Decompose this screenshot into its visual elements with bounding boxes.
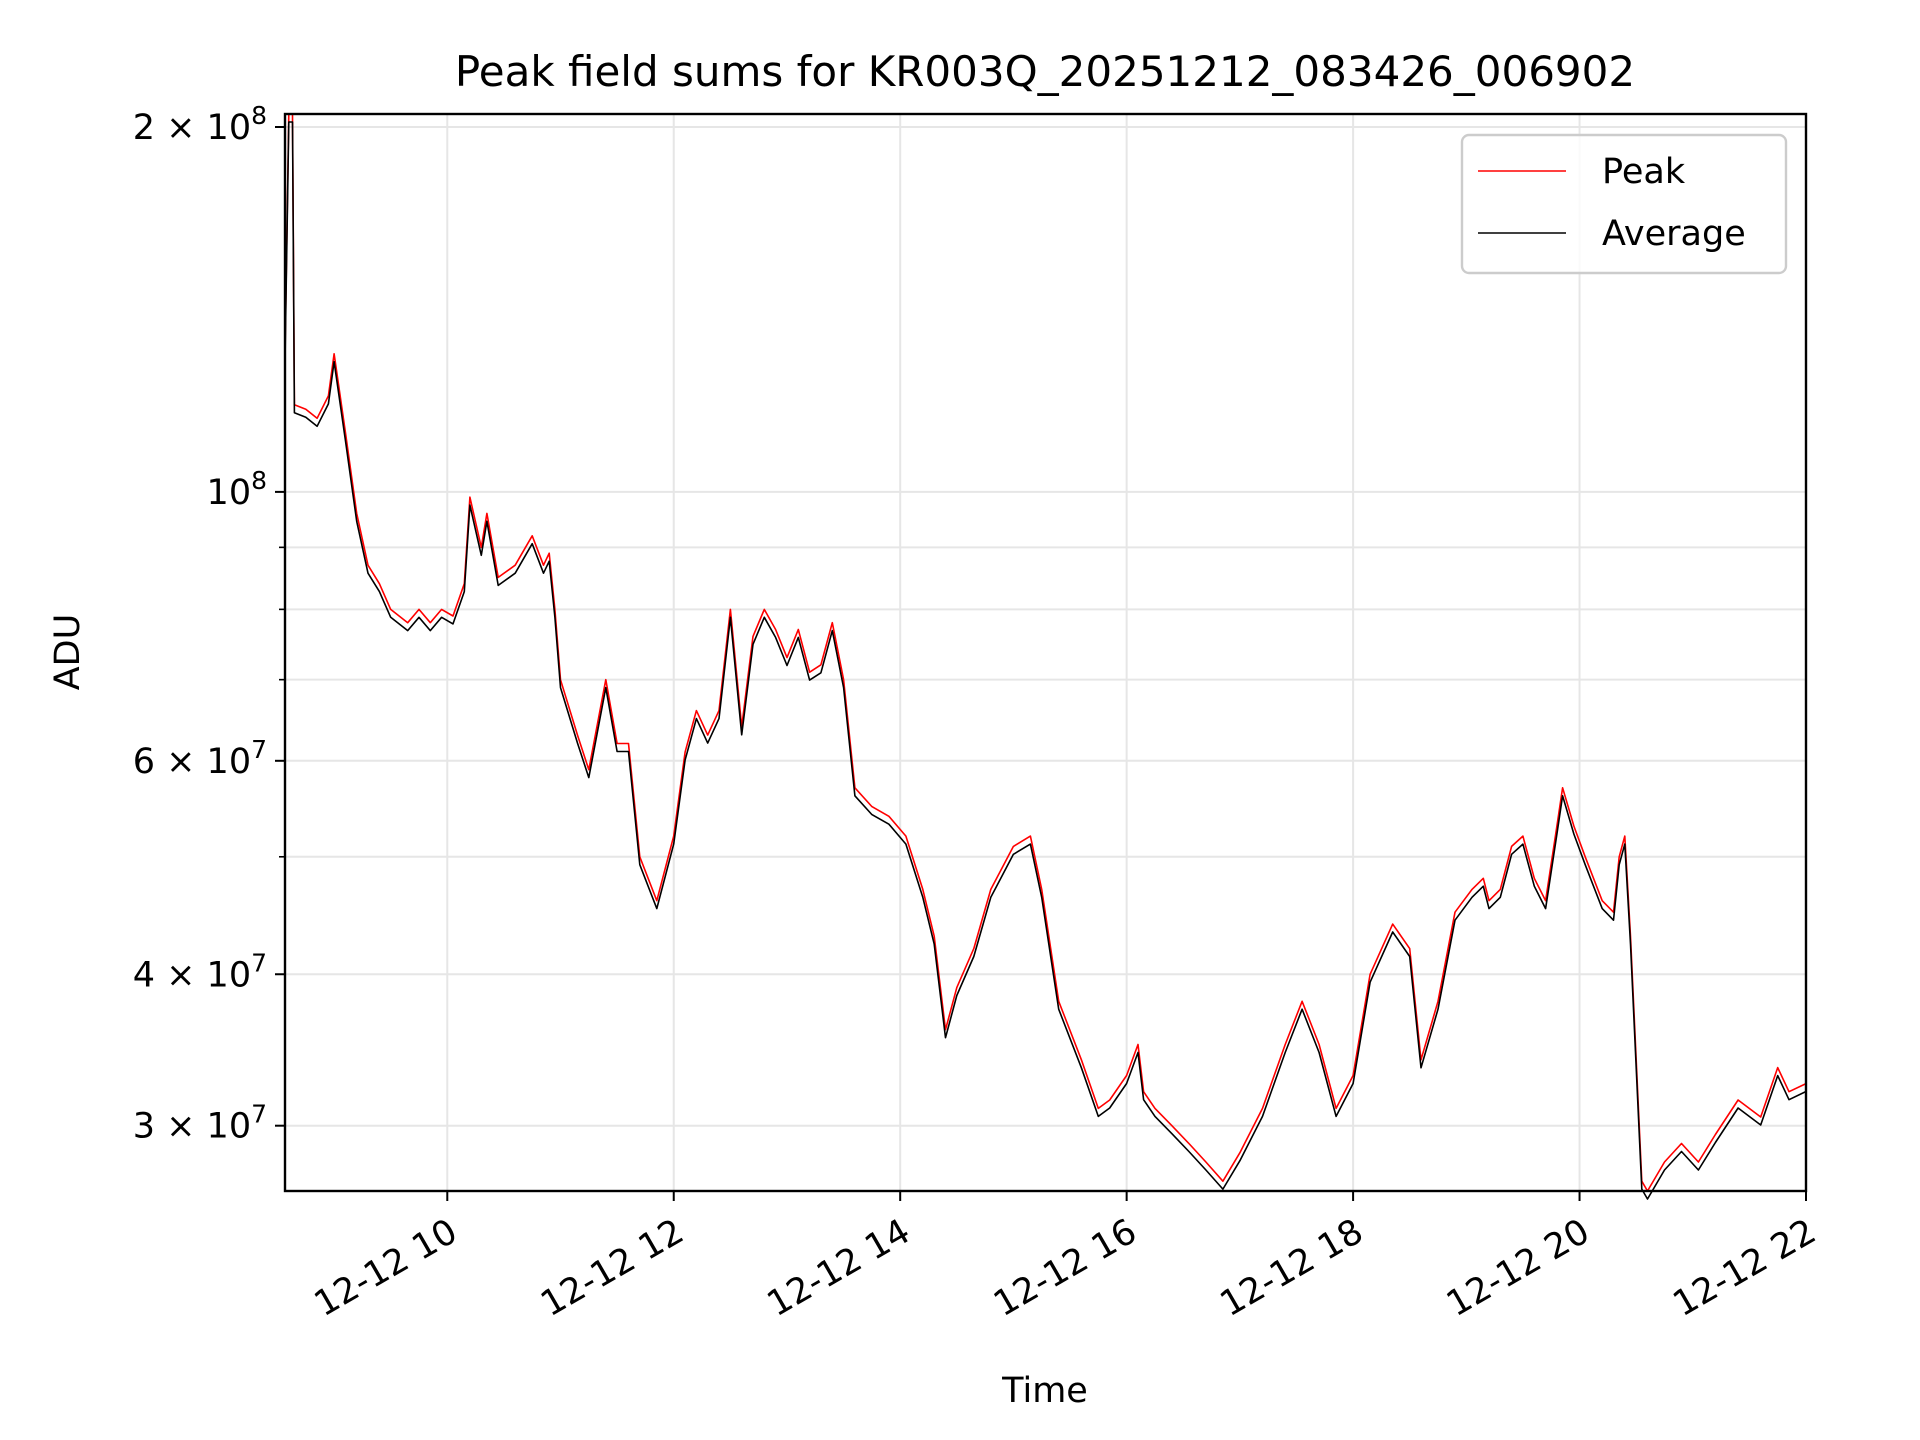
y-axis-label: ADU bbox=[48, 614, 88, 691]
series-layer bbox=[284, 113, 1807, 1200]
grid bbox=[285, 114, 1807, 1191]
legend-frame bbox=[1460, 133, 1788, 275]
x-tick-label: 12-12 22 bbox=[1667, 1212, 1823, 1325]
series-line-average bbox=[284, 121, 1807, 1200]
y-tick-label: 108 bbox=[207, 466, 267, 513]
x-tick-label: 12-12 20 bbox=[1440, 1212, 1596, 1325]
y-tick-label: 3 × 107 bbox=[133, 1100, 267, 1147]
chart-title: Peak field sums for KR003Q_20251212_0834… bbox=[455, 47, 1635, 96]
x-tick-label: 12-12 16 bbox=[987, 1212, 1143, 1325]
y-tick-label: 4 × 107 bbox=[133, 948, 267, 995]
y-tick-label: 6 × 107 bbox=[133, 735, 267, 782]
legend: Peak Average bbox=[1460, 133, 1788, 275]
legend-label-peak: Peak bbox=[1602, 152, 1686, 192]
axis-ticks: 12-12 10 12-12 12 12-12 14 12-12 16 12-12 18… bbox=[133, 101, 1823, 1325]
x-tick-label: 12-12 14 bbox=[761, 1212, 917, 1325]
x-tick-label: 12-12 12 bbox=[534, 1212, 690, 1325]
x-tick-label: 12-12 10 bbox=[308, 1212, 464, 1325]
x-tick-label: 12-12 18 bbox=[1214, 1212, 1370, 1325]
y-tick-label: 2 × 108 bbox=[133, 101, 267, 148]
legend-label-average: Average bbox=[1602, 214, 1746, 254]
plot-frame bbox=[283, 112, 1808, 1193]
x-axis-label: Time bbox=[1001, 1371, 1088, 1411]
series-line-peak bbox=[284, 113, 1807, 1192]
